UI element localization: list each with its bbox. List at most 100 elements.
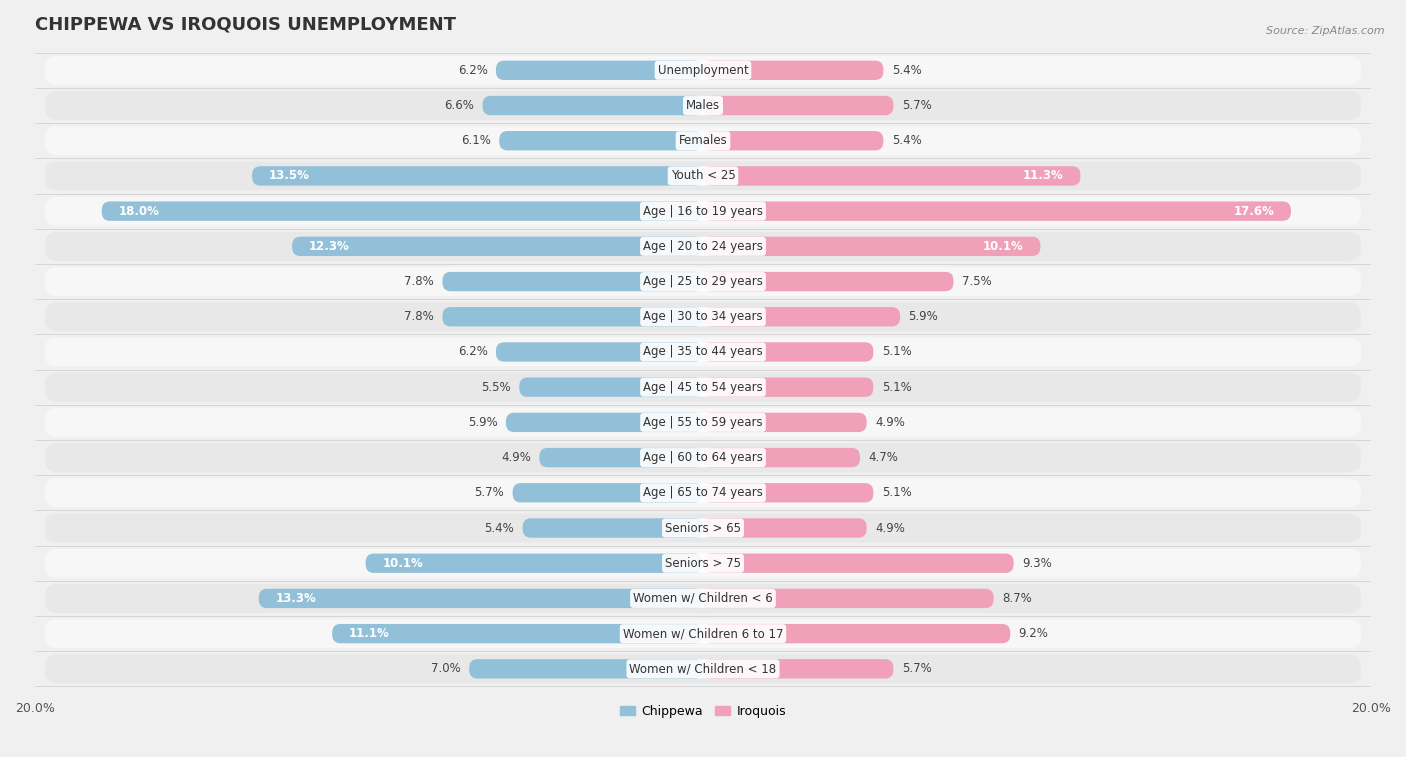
FancyBboxPatch shape: [703, 237, 1040, 256]
Text: 17.6%: 17.6%: [1233, 204, 1274, 218]
FancyBboxPatch shape: [45, 619, 1361, 648]
FancyBboxPatch shape: [540, 448, 703, 467]
Text: 5.4%: 5.4%: [891, 134, 921, 147]
FancyBboxPatch shape: [703, 131, 883, 151]
Text: 9.2%: 9.2%: [1019, 627, 1049, 640]
FancyBboxPatch shape: [366, 553, 703, 573]
Text: 12.3%: 12.3%: [309, 240, 350, 253]
Text: Males: Males: [686, 99, 720, 112]
FancyBboxPatch shape: [703, 659, 893, 678]
Text: Age | 35 to 44 years: Age | 35 to 44 years: [643, 345, 763, 359]
FancyBboxPatch shape: [443, 307, 703, 326]
Text: 10.1%: 10.1%: [382, 556, 423, 570]
FancyBboxPatch shape: [45, 126, 1361, 155]
Text: 13.3%: 13.3%: [276, 592, 316, 605]
Text: Women w/ Children < 18: Women w/ Children < 18: [630, 662, 776, 675]
FancyBboxPatch shape: [45, 91, 1361, 120]
Text: 5.7%: 5.7%: [901, 99, 932, 112]
FancyBboxPatch shape: [45, 56, 1361, 85]
Text: Age | 20 to 24 years: Age | 20 to 24 years: [643, 240, 763, 253]
FancyBboxPatch shape: [703, 201, 1291, 221]
Text: 6.2%: 6.2%: [458, 64, 488, 76]
FancyBboxPatch shape: [496, 61, 703, 80]
Text: 13.5%: 13.5%: [269, 170, 309, 182]
Text: Unemployment: Unemployment: [658, 64, 748, 76]
Text: Youth < 25: Youth < 25: [671, 170, 735, 182]
Text: 7.8%: 7.8%: [405, 310, 434, 323]
FancyBboxPatch shape: [703, 61, 883, 80]
FancyBboxPatch shape: [703, 167, 1080, 185]
Text: 5.4%: 5.4%: [891, 64, 921, 76]
FancyBboxPatch shape: [292, 237, 703, 256]
FancyBboxPatch shape: [252, 167, 703, 185]
FancyBboxPatch shape: [703, 307, 900, 326]
FancyBboxPatch shape: [482, 96, 703, 115]
Text: 6.1%: 6.1%: [461, 134, 491, 147]
FancyBboxPatch shape: [703, 553, 1014, 573]
FancyBboxPatch shape: [45, 443, 1361, 472]
Text: Women w/ Children < 6: Women w/ Children < 6: [633, 592, 773, 605]
Text: Age | 30 to 34 years: Age | 30 to 34 years: [643, 310, 763, 323]
FancyBboxPatch shape: [443, 272, 703, 291]
Text: 4.9%: 4.9%: [501, 451, 531, 464]
FancyBboxPatch shape: [101, 201, 703, 221]
Text: 5.7%: 5.7%: [901, 662, 932, 675]
Text: 5.7%: 5.7%: [474, 486, 505, 500]
FancyBboxPatch shape: [703, 624, 1011, 643]
FancyBboxPatch shape: [703, 413, 866, 432]
FancyBboxPatch shape: [703, 96, 893, 115]
FancyBboxPatch shape: [499, 131, 703, 151]
Text: 5.1%: 5.1%: [882, 381, 911, 394]
FancyBboxPatch shape: [519, 378, 703, 397]
Text: Age | 55 to 59 years: Age | 55 to 59 years: [643, 416, 763, 429]
FancyBboxPatch shape: [259, 589, 703, 608]
Text: Age | 25 to 29 years: Age | 25 to 29 years: [643, 275, 763, 288]
Text: Seniors > 65: Seniors > 65: [665, 522, 741, 534]
Text: 5.1%: 5.1%: [882, 345, 911, 359]
FancyBboxPatch shape: [703, 589, 994, 608]
FancyBboxPatch shape: [45, 654, 1361, 684]
Text: 18.0%: 18.0%: [118, 204, 159, 218]
Text: 6.6%: 6.6%: [444, 99, 474, 112]
FancyBboxPatch shape: [523, 519, 703, 537]
Text: 9.3%: 9.3%: [1022, 556, 1052, 570]
Text: 5.4%: 5.4%: [485, 522, 515, 534]
FancyBboxPatch shape: [703, 272, 953, 291]
Text: 7.5%: 7.5%: [962, 275, 991, 288]
Text: Seniors > 75: Seniors > 75: [665, 556, 741, 570]
Text: Women w/ Children 6 to 17: Women w/ Children 6 to 17: [623, 627, 783, 640]
Text: 5.9%: 5.9%: [468, 416, 498, 429]
FancyBboxPatch shape: [506, 413, 703, 432]
Text: CHIPPEWA VS IROQUOIS UNEMPLOYMENT: CHIPPEWA VS IROQUOIS UNEMPLOYMENT: [35, 15, 456, 33]
Text: 5.5%: 5.5%: [481, 381, 510, 394]
Text: 11.1%: 11.1%: [349, 627, 389, 640]
Text: 4.9%: 4.9%: [875, 522, 905, 534]
FancyBboxPatch shape: [496, 342, 703, 362]
Text: Age | 60 to 64 years: Age | 60 to 64 years: [643, 451, 763, 464]
Text: Age | 45 to 54 years: Age | 45 to 54 years: [643, 381, 763, 394]
FancyBboxPatch shape: [703, 519, 866, 537]
Legend: Chippewa, Iroquois: Chippewa, Iroquois: [614, 700, 792, 723]
FancyBboxPatch shape: [45, 161, 1361, 190]
Text: Age | 16 to 19 years: Age | 16 to 19 years: [643, 204, 763, 218]
FancyBboxPatch shape: [332, 624, 703, 643]
Text: Females: Females: [679, 134, 727, 147]
FancyBboxPatch shape: [45, 232, 1361, 260]
FancyBboxPatch shape: [470, 659, 703, 678]
Text: 7.8%: 7.8%: [405, 275, 434, 288]
Text: 6.2%: 6.2%: [458, 345, 488, 359]
FancyBboxPatch shape: [703, 342, 873, 362]
Text: 11.3%: 11.3%: [1024, 170, 1064, 182]
Text: 10.1%: 10.1%: [983, 240, 1024, 253]
Text: 7.0%: 7.0%: [432, 662, 461, 675]
Text: 5.1%: 5.1%: [882, 486, 911, 500]
FancyBboxPatch shape: [45, 408, 1361, 437]
FancyBboxPatch shape: [703, 448, 860, 467]
Text: 4.7%: 4.7%: [869, 451, 898, 464]
Text: 4.9%: 4.9%: [875, 416, 905, 429]
Text: Source: ZipAtlas.com: Source: ZipAtlas.com: [1267, 26, 1385, 36]
FancyBboxPatch shape: [703, 483, 873, 503]
FancyBboxPatch shape: [45, 197, 1361, 226]
Text: 8.7%: 8.7%: [1002, 592, 1032, 605]
FancyBboxPatch shape: [703, 378, 873, 397]
